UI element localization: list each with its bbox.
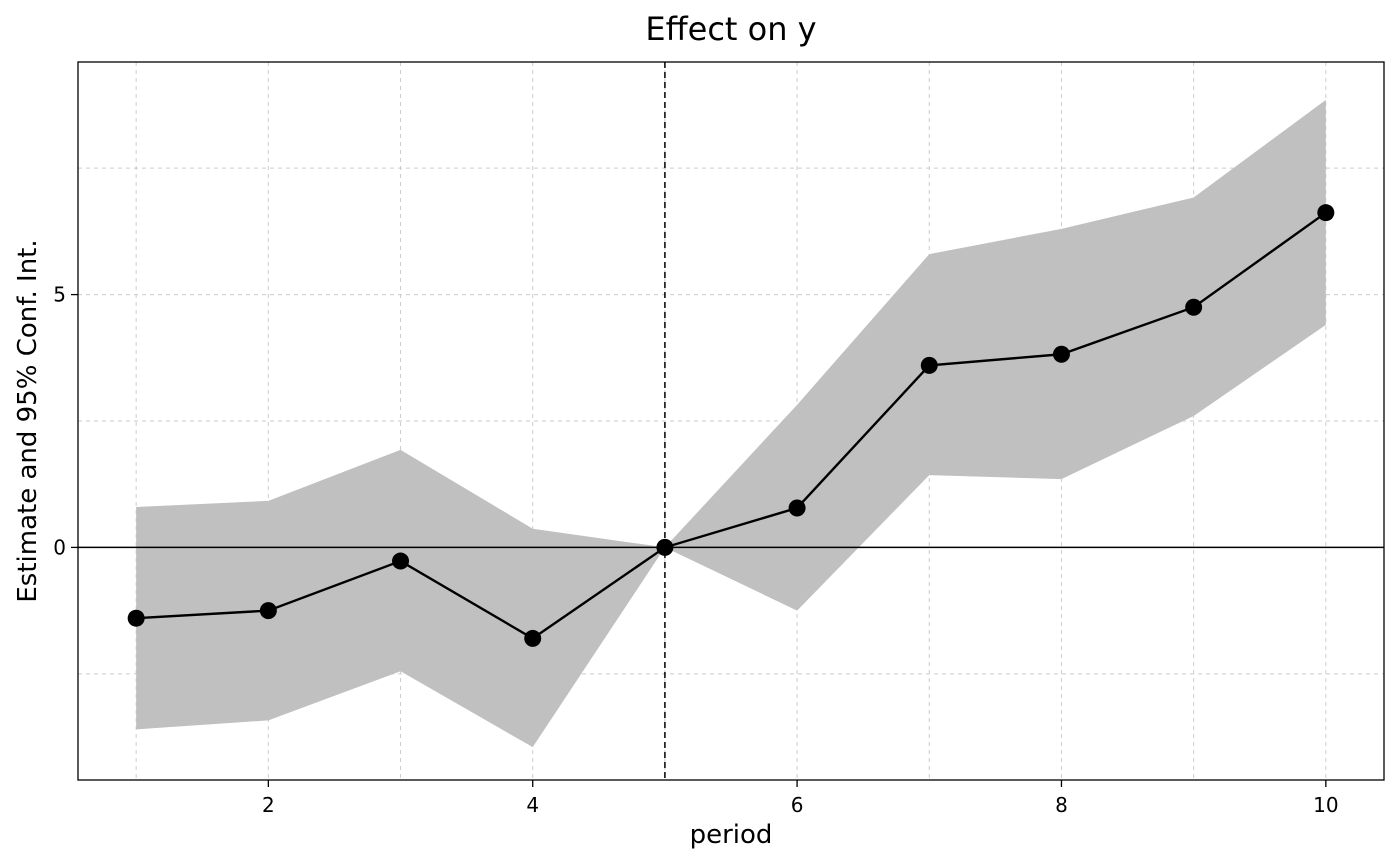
estimate-point — [524, 629, 542, 647]
estimate-polyline — [136, 211, 1327, 640]
plot-frame — [77, 61, 1385, 781]
chart-title: Effect on y — [645, 10, 816, 48]
x-tick-label: 10 — [1313, 793, 1338, 817]
estimate-point — [127, 609, 145, 627]
x-tick-label: 2 — [262, 793, 275, 817]
confidence-band — [136, 99, 1326, 748]
estimate-point — [259, 602, 277, 620]
estimate-point — [1185, 298, 1203, 316]
x-axis-ticks: 2 4 6 8 10 — [262, 780, 1339, 817]
estimate-line — [136, 211, 1327, 640]
y-tick-label: 0 — [53, 535, 66, 559]
y-tick-label: 5 — [53, 283, 66, 307]
estimate-point — [1052, 345, 1070, 363]
x-tick-label: 6 — [791, 793, 804, 817]
x-tick-label: 4 — [526, 793, 539, 817]
estimate-point — [788, 499, 806, 517]
estimate-points — [127, 204, 1335, 647]
y-axis-label: Estimate and 95% Conf. Int. — [13, 239, 43, 602]
estimate-point — [1317, 204, 1335, 222]
confidence-band-area — [136, 99, 1326, 748]
reference-lines — [78, 62, 1384, 780]
x-axis-label: period — [690, 820, 773, 850]
estimate-point — [392, 552, 410, 570]
y-axis-ticks: 05 — [53, 283, 78, 559]
estimate-point — [920, 356, 938, 374]
x-tick-label: 8 — [1055, 793, 1068, 817]
estimate-point — [656, 538, 674, 556]
